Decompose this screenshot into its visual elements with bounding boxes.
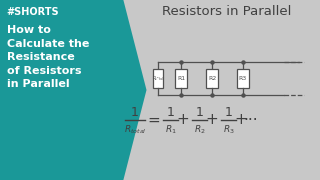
Text: ···: ··· (243, 112, 258, 127)
Text: +: + (235, 112, 247, 127)
Text: 1: 1 (225, 105, 232, 118)
Text: 1: 1 (196, 105, 204, 118)
Text: Rₜᵒₜₐₗ: Rₜᵒₜₐₗ (153, 76, 164, 81)
Text: #SHORTS: #SHORTS (7, 7, 60, 17)
Bar (175, 69, 187, 88)
Text: +: + (206, 112, 219, 127)
Text: R3: R3 (239, 76, 247, 81)
Text: 1: 1 (131, 105, 139, 118)
Text: How to
Calculate the
Resistance
of Resistors
in Parallel: How to Calculate the Resistance of Resis… (7, 25, 89, 89)
Text: +: + (177, 112, 189, 127)
Text: $R_2$: $R_2$ (194, 124, 205, 136)
Bar (206, 69, 218, 88)
Bar (153, 69, 163, 88)
Text: $R_3$: $R_3$ (222, 124, 234, 136)
Text: $R_1$: $R_1$ (165, 124, 176, 136)
Text: 1: 1 (167, 105, 174, 118)
Text: =: = (148, 112, 161, 127)
Text: R1: R1 (177, 76, 185, 81)
Text: R2: R2 (208, 76, 216, 81)
Bar (237, 69, 249, 88)
Text: $R_{total}$: $R_{total}$ (124, 124, 146, 136)
Text: Resistors in Parallel: Resistors in Parallel (162, 5, 291, 18)
Polygon shape (0, 0, 147, 180)
